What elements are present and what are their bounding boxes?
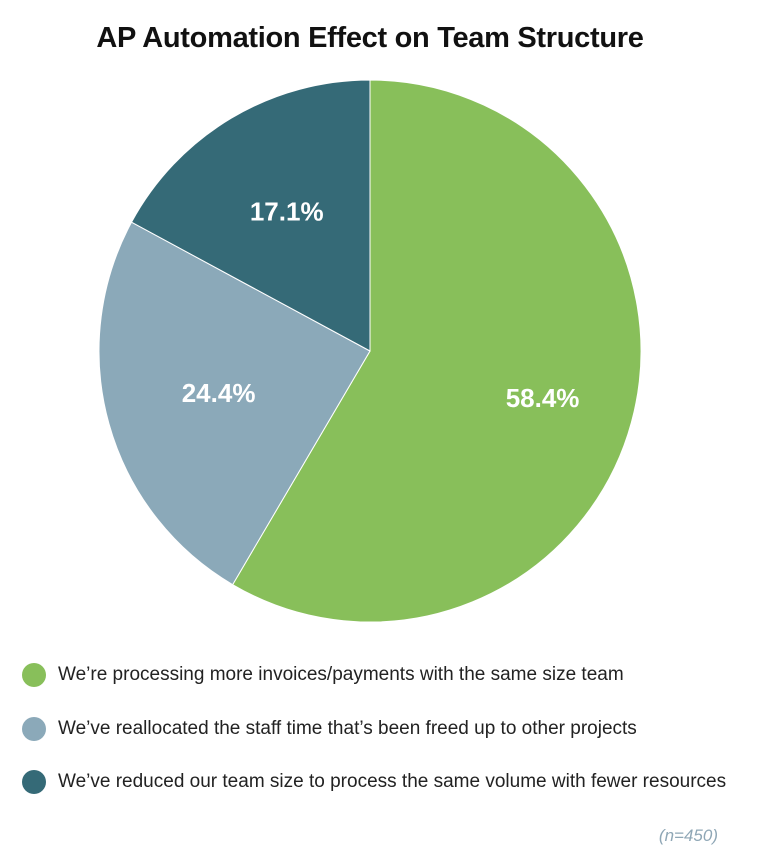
legend-item-same-team: We’re processing more invoices/payments … <box>22 661 732 688</box>
pie-slice-same-team <box>231 79 642 623</box>
slice-label-same-team: 58.4% <box>506 383 580 413</box>
legend-swatch-reallocated <box>22 717 46 741</box>
sample-size-note: (n=450) <box>658 826 718 845</box>
pie-chart: 58.4% 24.4% 17.1% <box>98 79 642 623</box>
legend-label-reduced: We’ve reduced our team size to process t… <box>58 771 727 792</box>
pie-slice-reallocated <box>98 221 371 586</box>
pie-slice-reduced <box>130 79 371 352</box>
slice-label-reallocated: 24.4% <box>182 378 256 408</box>
chart-title: AP Automation Effect on Team Structure <box>96 22 644 54</box>
legend-item-reduced: We’ve reduced our team size to process t… <box>22 768 732 795</box>
legend-item-reallocated: We’ve reallocated the staff time that’s … <box>22 715 732 742</box>
legend-label-reallocated: We’ve reallocated the staff time that’s … <box>58 718 637 739</box>
legend-swatch-reduced <box>22 770 46 794</box>
legend-label-same-team: We’re processing more invoices/payments … <box>58 664 624 685</box>
slice-label-reduced: 17.1% <box>250 196 324 226</box>
legend-swatch-same-team <box>22 663 46 687</box>
legend: We’re processing more invoices/payments … <box>22 661 732 822</box>
